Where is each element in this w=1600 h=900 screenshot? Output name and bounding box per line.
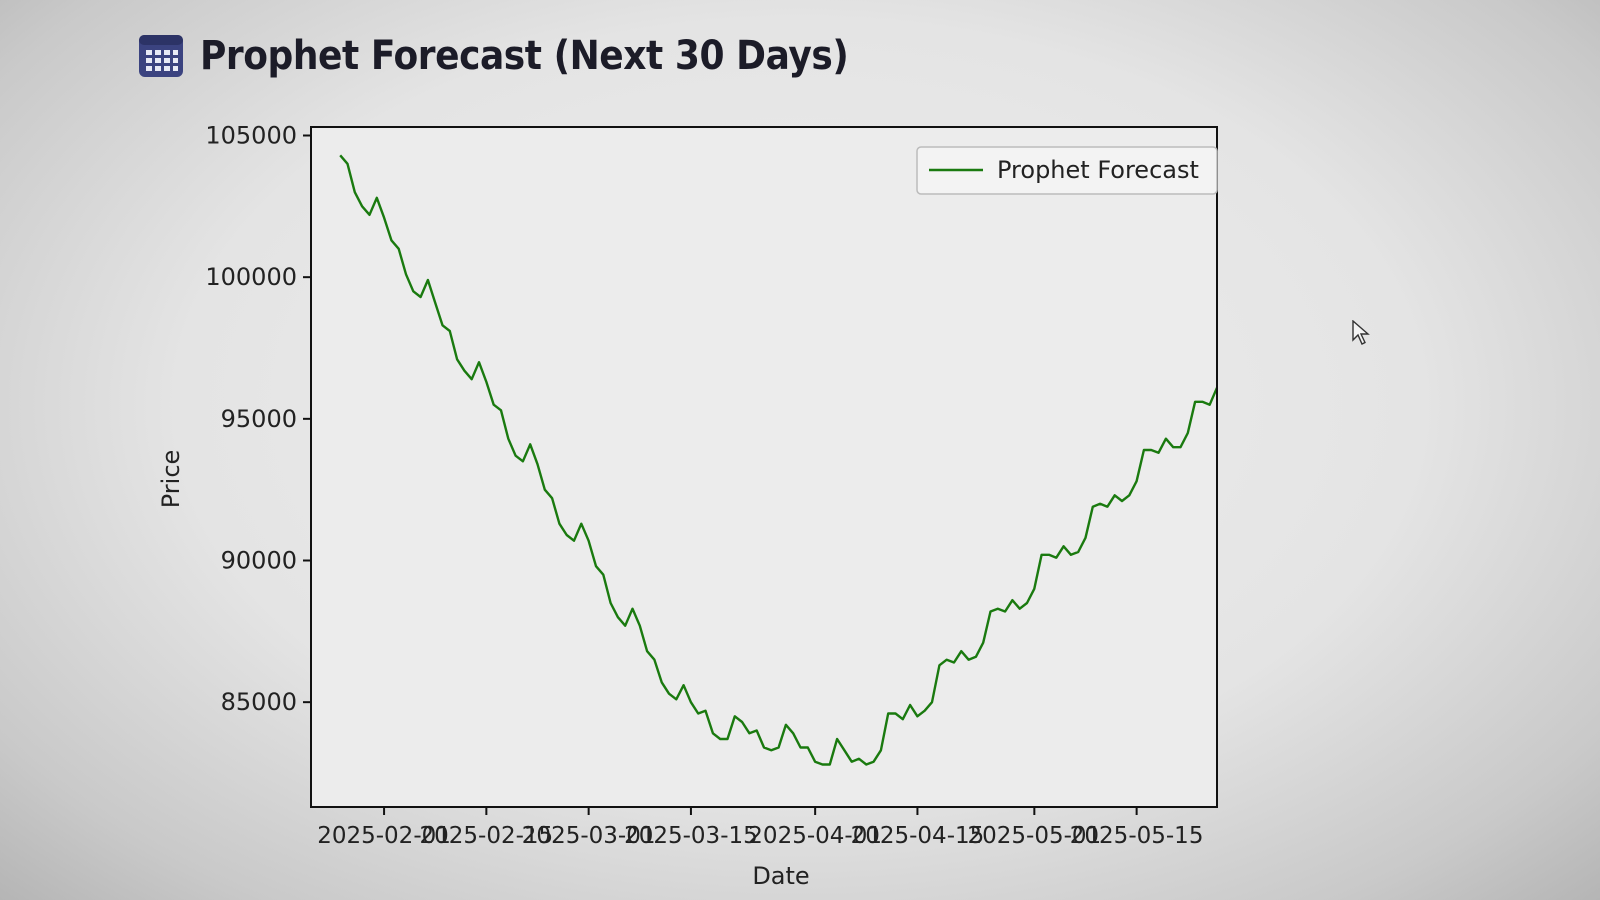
plot-frame xyxy=(310,126,1218,808)
x-tick-label: 2025-05-01 xyxy=(968,823,1102,849)
x-tick-label: 2025-05-15 xyxy=(1070,823,1204,849)
x-axis-ticks: 2025-02-012025-02-152025-03-012025-03-15… xyxy=(317,807,1203,849)
series-line-prophet-forecast xyxy=(339,154,1219,766)
x-axis-label: Date xyxy=(752,862,809,890)
legend-label: Prophet Forecast xyxy=(997,156,1199,184)
page-title: Prophet Forecast (Next 30 Days) xyxy=(200,33,849,79)
y-tick-label: 95000 xyxy=(221,405,297,433)
title-row: Prophet Forecast (Next 30 Days) xyxy=(138,26,920,86)
plot-area xyxy=(311,127,1217,807)
x-tick-label: 2025-04-01 xyxy=(748,823,882,849)
x-tick-label: 2025-03-15 xyxy=(624,823,758,849)
y-tick-label: 100000 xyxy=(205,263,297,291)
y-axis-label: Price xyxy=(157,450,185,509)
y-axis-ticks: 85000 90000 95000 100000 105000 xyxy=(205,122,311,716)
y-tick-label: 85000 xyxy=(221,688,297,716)
y-tick-label: 90000 xyxy=(221,547,297,575)
y-tick-label: 105000 xyxy=(205,122,297,150)
calendar-icon xyxy=(139,35,183,77)
legend-box xyxy=(916,146,1218,195)
mouse-cursor-icon xyxy=(1352,320,1370,345)
x-tick-label: 2025-03-01 xyxy=(522,823,656,849)
legend: Prophet Forecast xyxy=(916,146,1218,195)
x-tick-label: 2025-02-01 xyxy=(317,823,451,849)
x-tick-label: 2025-02-15 xyxy=(420,823,554,849)
x-tick-label: 2025-04-15 xyxy=(851,823,985,849)
